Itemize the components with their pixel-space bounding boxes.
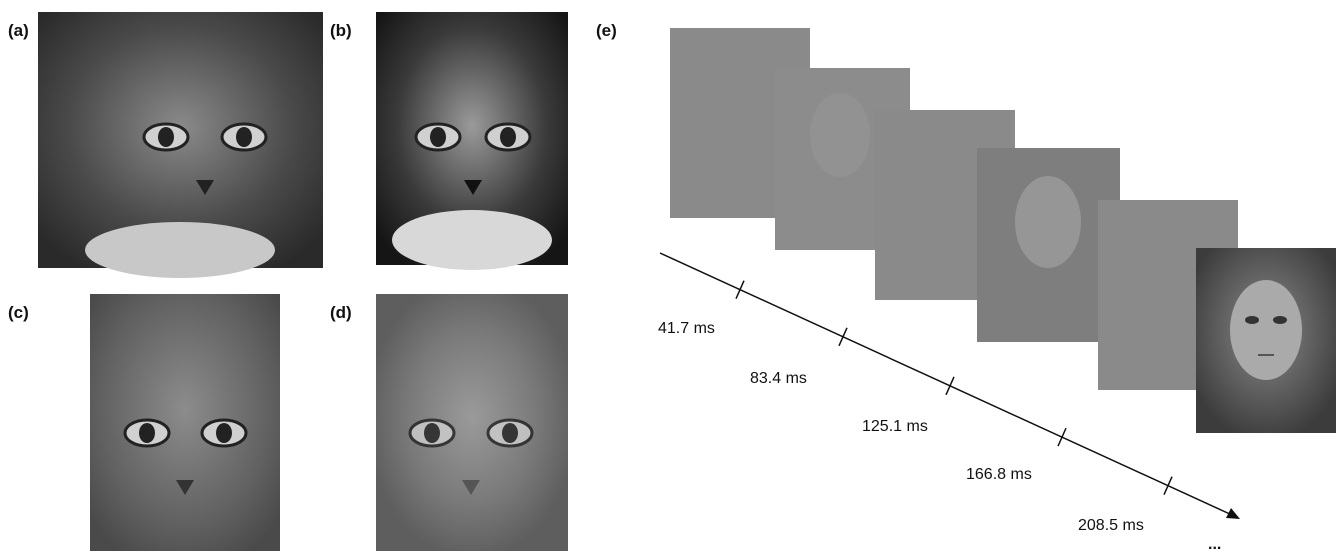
cat-image bbox=[90, 294, 280, 551]
panel-label: (d) bbox=[330, 303, 352, 322]
time-label: 125.1 ms bbox=[862, 418, 928, 435]
time-label: 166.8 ms bbox=[966, 466, 1032, 483]
time-tick bbox=[1164, 477, 1172, 495]
continuation: ... bbox=[1208, 536, 1221, 551]
time-label: 83.4 ms bbox=[750, 370, 807, 387]
panel-d bbox=[376, 294, 568, 551]
figure: (a) (b) (c) (d) (e) 41.7 ms 83.4 ms 125.1 ms 166… bbox=[0, 0, 1336, 551]
time-label: 208.5 ms bbox=[1078, 517, 1144, 534]
panel-label: (e) bbox=[596, 21, 617, 40]
panel-a bbox=[38, 12, 323, 278]
time-label: 41.7 ms bbox=[658, 320, 715, 337]
cat-image bbox=[376, 294, 568, 551]
panel-label: (c) bbox=[8, 303, 29, 322]
panel-label: (b) bbox=[330, 21, 352, 40]
time-tick bbox=[946, 377, 954, 395]
time-tick bbox=[736, 281, 744, 299]
panel-c bbox=[90, 294, 280, 551]
time-tick bbox=[1058, 428, 1066, 446]
chest bbox=[85, 222, 275, 278]
time-tick bbox=[839, 328, 847, 346]
panel-label: (a) bbox=[8, 21, 29, 40]
panel-b bbox=[376, 12, 568, 270]
